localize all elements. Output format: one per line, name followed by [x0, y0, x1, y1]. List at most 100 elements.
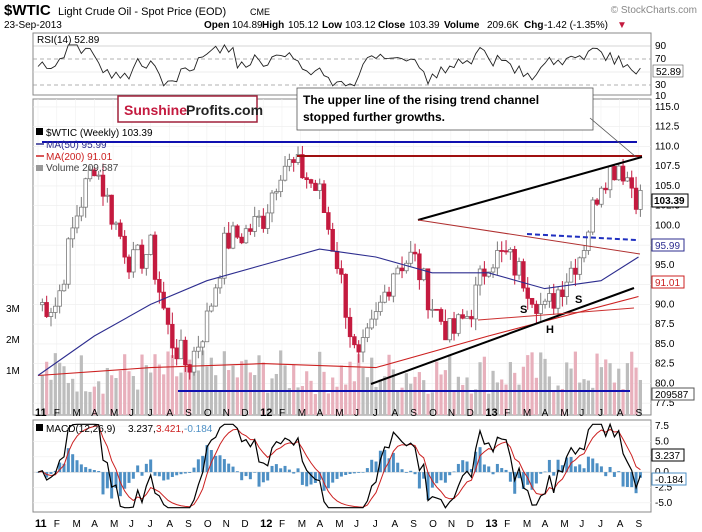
volume-bar	[608, 363, 612, 415]
volume-bar	[175, 376, 179, 415]
candle-body	[321, 183, 327, 213]
candle-body	[183, 339, 188, 366]
macd-hist-bar	[426, 472, 430, 500]
macd-hist-bar	[131, 472, 135, 479]
macd-hist-bar	[136, 465, 140, 473]
rsi-panel	[32, 32, 652, 96]
volume-bar	[508, 362, 512, 415]
candle-body	[473, 284, 478, 320]
volume-bar	[534, 377, 538, 415]
close-label: Close	[378, 20, 406, 31]
macd-hist-bar	[530, 472, 534, 490]
x-axis-bottom: 11 F M A M J J A S O N D 12 F M A M J J A S O N D 13 F M A M J J A S	[35, 518, 642, 530]
candle-body	[66, 238, 71, 285]
x-axis-bottom-month-label: D	[241, 519, 248, 530]
macd-hist-bar	[175, 472, 179, 476]
macd-label-v3: -0.184	[184, 424, 213, 435]
x-axis-top-month-label: M	[298, 408, 306, 419]
macd-hist-bar	[487, 466, 491, 473]
macd-hist-bar	[387, 458, 391, 473]
legend-ma50: MA(50) 95.99	[46, 140, 107, 151]
macd-hist-bar	[101, 472, 105, 495]
macd-hist-bar	[218, 455, 222, 473]
candle-body	[248, 228, 253, 232]
volume-value: 209.6K	[487, 20, 519, 31]
volume-bar	[84, 391, 88, 415]
volume-bar	[183, 363, 187, 415]
volume-bar	[474, 389, 478, 415]
volume-bar	[209, 357, 213, 415]
declining-trend-line	[417, 219, 641, 255]
macd-hist-bar	[235, 471, 239, 473]
macd-hist-bar	[201, 455, 205, 473]
candle-body	[456, 314, 461, 334]
volume-bar	[88, 391, 92, 415]
last-price-value: 103.39	[654, 196, 685, 207]
volume-bar	[188, 359, 192, 415]
macd-hist-bar	[339, 472, 343, 477]
macd-hist-bar	[305, 472, 309, 487]
pattern-label-head: H	[546, 324, 554, 336]
candle-body	[542, 300, 548, 305]
chart-name: Light Crude Oil - Spot Price (EOD)	[58, 6, 226, 18]
x-axis-bottom-month-label: O	[204, 519, 212, 530]
candle-body	[529, 297, 535, 305]
volume-bar	[92, 386, 96, 415]
volume-bar	[409, 383, 413, 415]
volume-tick-label: 2M	[6, 335, 20, 346]
candle-body	[48, 312, 54, 317]
candle-body	[560, 289, 565, 298]
candle-body	[430, 308, 435, 311]
macd-hist-bar	[261, 472, 265, 483]
macd-hist-bar	[66, 448, 70, 473]
macd-hist-bar	[214, 455, 218, 473]
candle-body	[486, 271, 491, 277]
macd-hist-bar	[300, 472, 304, 485]
candle-body	[170, 323, 175, 349]
candle-body	[83, 178, 88, 208]
macd-line	[37, 422, 641, 509]
macd-hist-bar	[374, 461, 378, 473]
macd-hist-bar	[521, 472, 525, 489]
volume-bar	[97, 381, 101, 415]
macd-hist-bar	[578, 464, 582, 473]
macd-hist-bar	[361, 472, 365, 473]
macd-hist-bar	[396, 462, 400, 473]
x-axis-bottom-month-label: J	[579, 519, 584, 530]
open-label: Open	[204, 20, 230, 31]
pattern-label-right-shoulder: S	[575, 294, 582, 306]
low-value: 103.12	[345, 20, 376, 31]
macd-hist-bar	[582, 468, 586, 473]
volume-bar	[374, 386, 378, 415]
volume-bar	[430, 392, 434, 415]
candle-body	[638, 190, 643, 210]
volume-bar	[526, 355, 530, 415]
candle-body	[555, 289, 561, 309]
volume-bar	[595, 353, 599, 415]
volume-bar	[179, 372, 183, 415]
macd-tick-label: 7.5	[655, 421, 669, 432]
candle-body	[352, 336, 357, 346]
volume-bar	[396, 391, 400, 415]
macd-hist-bar	[474, 451, 478, 473]
candle-body	[443, 320, 448, 341]
macd-hist-bar	[270, 465, 274, 473]
candle-body	[581, 250, 587, 259]
volume-bar	[591, 387, 595, 415]
x-axis-bottom-month-label: J	[148, 519, 153, 530]
price-tick-label: 85.0	[655, 339, 675, 350]
candle-body	[330, 228, 335, 252]
volume-bar	[357, 354, 361, 415]
volume-bar	[45, 361, 49, 415]
candle-body	[629, 177, 634, 189]
candle-body	[174, 347, 179, 360]
candle-body	[256, 215, 262, 218]
volume-bar	[253, 375, 257, 415]
macd-hist-bar	[452, 471, 456, 473]
macd-hist-bar	[88, 468, 92, 473]
macd-hist-bar	[92, 470, 96, 473]
macd-hist-bar	[573, 466, 577, 473]
x-axis-top-month-label: A	[542, 408, 549, 419]
candle-body	[113, 222, 119, 225]
volume-bar	[547, 376, 551, 415]
